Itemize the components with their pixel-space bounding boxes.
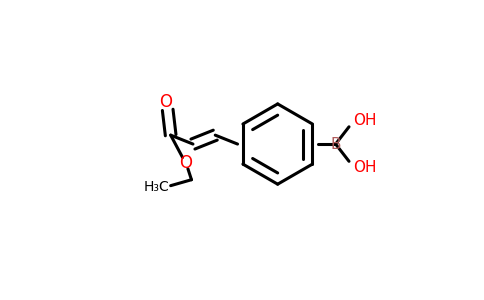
Text: O: O [159,93,172,111]
Text: OH: OH [353,160,377,175]
Text: O: O [180,154,193,172]
Text: H₃C: H₃C [143,180,169,194]
Text: B: B [331,136,341,152]
Text: OH: OH [353,113,377,128]
